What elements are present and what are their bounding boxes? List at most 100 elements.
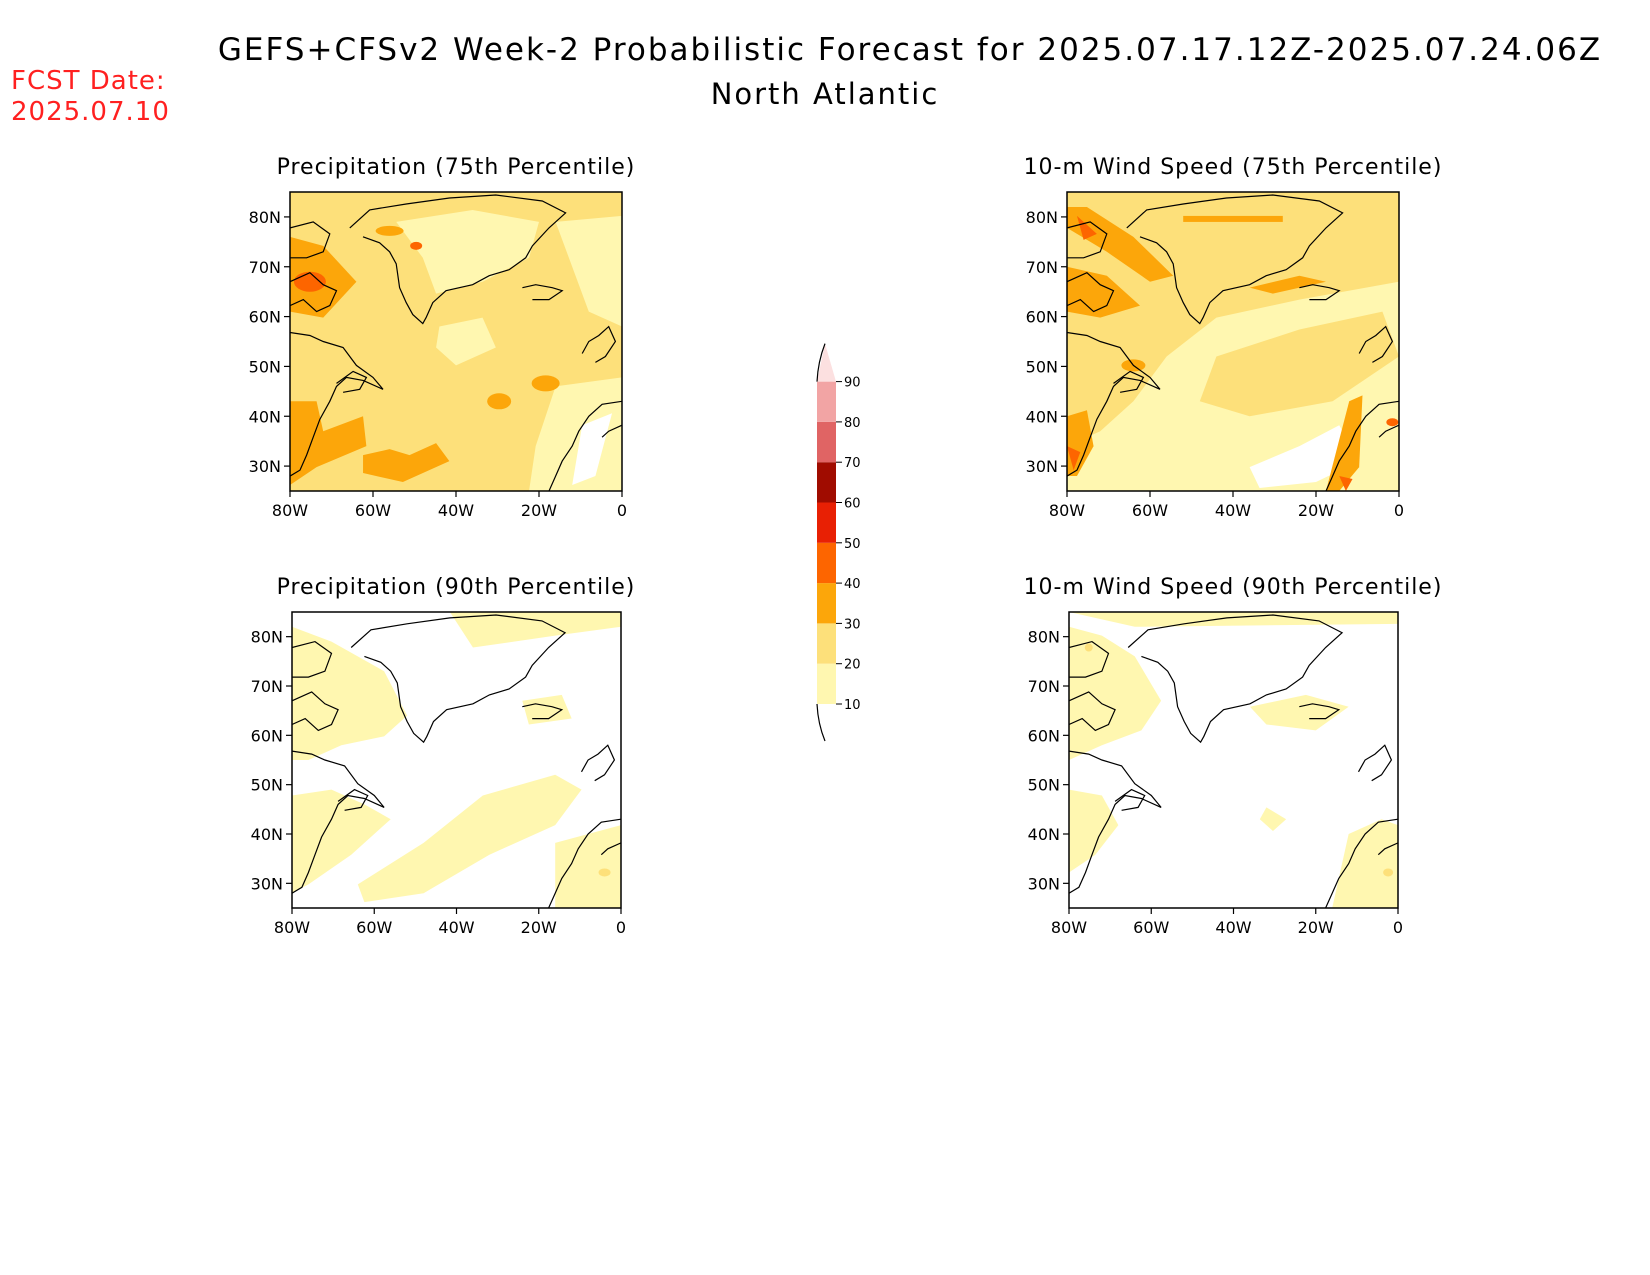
colorbar: 10 20 30 40 50 60 70 80 90: [816, 343, 861, 742]
lon-tick-label: 60W: [1132, 501, 1168, 520]
prob-contour: [531, 375, 560, 392]
lat-tick-label: 80N: [251, 628, 283, 647]
colorbar-segment: [817, 583, 836, 624]
coastline: [292, 640, 333, 678]
coastline: [1299, 703, 1341, 720]
coastline: [1299, 284, 1341, 301]
coastline: [1126, 194, 1344, 325]
lon-tick-label: 60W: [1133, 918, 1169, 937]
coastline: [601, 424, 622, 438]
lat-tick-label: 80N: [1026, 208, 1058, 227]
prob-contour: [375, 225, 404, 236]
coastline: [522, 284, 564, 301]
prob-contour: [1076, 215, 1097, 240]
colorbar-lower-cap: [816, 703, 826, 742]
prob-contour: [357, 774, 582, 903]
prob-contour: [555, 825, 621, 908]
lat-tick-label: 30N: [1028, 874, 1060, 893]
prob-contour: [1249, 694, 1349, 731]
forecast-date-block: FCST Date: 2025.07.10: [11, 66, 170, 128]
prob-contour: [293, 271, 326, 292]
colorbar-segment: [817, 421, 836, 463]
coastline: [1325, 818, 1398, 908]
lat-tick-label: 60N: [1028, 726, 1060, 745]
colorbar-tick-label: 30: [844, 617, 861, 632]
coastline: [1377, 842, 1398, 856]
colorbar-tick-label: 10: [844, 698, 861, 713]
coastline: [1325, 400, 1399, 491]
prob-contour: [555, 215, 622, 327]
panel-title: 10-m Wind Speed (90th Percentile): [1024, 575, 1443, 600]
probability-field: [292, 612, 621, 908]
coastline: [548, 400, 622, 491]
lon-tick-label: 80W: [274, 918, 310, 937]
coastline: [580, 744, 616, 782]
prob-contour: [449, 612, 621, 648]
coastline: [600, 842, 621, 856]
coastline: [337, 788, 369, 811]
lon-tick-label: 60W: [355, 501, 391, 520]
lat-tick-label: 50N: [1028, 776, 1060, 795]
forecast-date-value: 2025.07.10: [11, 97, 170, 127]
colorbar-tick-label: 40: [844, 577, 861, 592]
map-panel-2: 10-m Wind Speed (75th Percentile) 80N 70N 6…: [1024, 155, 1442, 520]
prob-contour: [1339, 476, 1353, 491]
prob-contour: [1084, 643, 1093, 652]
coastline: [290, 221, 331, 259]
lat-tick-label: 80N: [1028, 628, 1060, 647]
lon-tick-label: 20W: [521, 501, 557, 520]
colorbar-tick-label: 60: [844, 497, 861, 512]
coastline: [1357, 744, 1393, 782]
coastline: [290, 271, 338, 313]
colorbar-segment: [817, 623, 836, 664]
lon-tick-label: 20W: [1298, 501, 1334, 520]
colorbar-segment: [817, 542, 836, 584]
prob-contour: [1183, 215, 1283, 222]
coastline: [290, 331, 384, 477]
lat-tick-label: 60N: [1026, 308, 1058, 327]
probability-field: [290, 192, 622, 491]
lat-tick-label: 70N: [249, 258, 281, 277]
coastline: [349, 194, 567, 325]
coastline: [1067, 271, 1115, 313]
lat-tick-label: 70N: [1028, 677, 1060, 696]
prob-contour: [1383, 868, 1394, 877]
probability-field: [1067, 192, 1399, 491]
colorbar-tick-label: 50: [844, 537, 861, 552]
lon-tick-label: 40W: [438, 501, 474, 520]
lon-tick-label: 0: [1393, 918, 1403, 937]
lat-tick-label: 70N: [251, 677, 283, 696]
main-title: GEFS+CFSv2 Week-2 Probabilistic Forecast…: [217, 32, 1603, 68]
map-panel-4: 10-m Wind Speed (90th Percentile) 80N 70N 6…: [1024, 575, 1443, 937]
prob-contour: [1332, 819, 1398, 908]
prob-contour: [1067, 206, 1174, 282]
coastline: [1067, 221, 1108, 259]
coastline: [1114, 788, 1146, 811]
lon-tick-label: 60W: [356, 918, 392, 937]
prob-contour: [1386, 418, 1399, 427]
lat-tick-label: 60N: [249, 308, 281, 327]
lon-tick-label: 40W: [438, 918, 474, 937]
colorbar-segment: [817, 502, 836, 543]
coastline: [1358, 325, 1394, 363]
prob-contour: [598, 868, 611, 877]
region-subtitle: North Atlantic: [710, 77, 940, 111]
probability-field: [1069, 612, 1398, 908]
lat-tick-label: 40N: [1026, 407, 1058, 426]
panel-title: Precipitation (75th Percentile): [277, 155, 636, 180]
coastline: [1069, 691, 1116, 732]
coastline: [581, 325, 617, 363]
colorbar-tick-label: 20: [844, 658, 861, 673]
prob-contour: [1069, 612, 1398, 627]
colorbar-tick-label: 80: [844, 416, 861, 431]
lat-tick-label: 40N: [249, 407, 281, 426]
coastline: [522, 703, 564, 720]
lat-tick-label: 80N: [249, 208, 281, 227]
lat-tick-label: 50N: [251, 776, 283, 795]
coastline: [336, 370, 368, 393]
coastline: [292, 691, 339, 732]
prob-contour: [410, 241, 423, 250]
coastline: [1127, 614, 1344, 744]
prob-contour: [396, 209, 539, 294]
